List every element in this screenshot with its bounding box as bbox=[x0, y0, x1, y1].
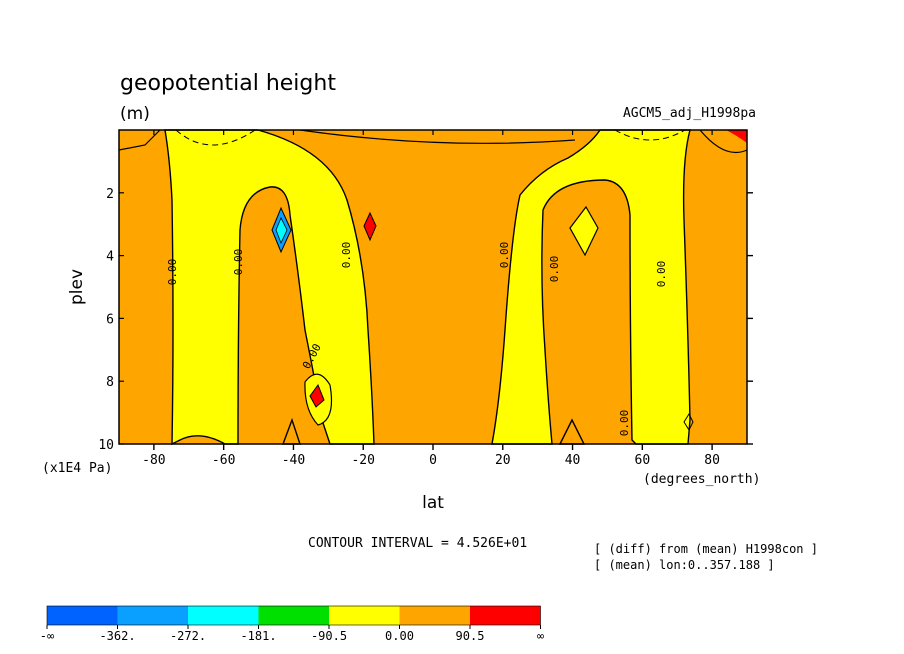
x-tick-label: -60 bbox=[212, 453, 235, 468]
colorbar-swatch bbox=[117, 606, 188, 625]
negative-core-45s bbox=[275, 217, 288, 245]
colorbar-swatch bbox=[258, 606, 329, 625]
x-tick-label: -20 bbox=[351, 453, 374, 468]
red-cell-top-right bbox=[726, 130, 747, 143]
x-tick-label: 20 bbox=[495, 453, 511, 468]
contour-label: 0.00 bbox=[498, 242, 511, 269]
y-tick-label: 4 bbox=[106, 250, 114, 265]
red-cell-35s bbox=[309, 383, 325, 408]
y-tick-label: 6 bbox=[106, 312, 114, 327]
contour-label: 0.00 bbox=[548, 256, 561, 283]
y-axis-unit: (x1E4 Pa) bbox=[42, 461, 112, 476]
colorbar-label: -362. bbox=[99, 629, 135, 643]
x-tick-label: -80 bbox=[142, 453, 165, 468]
colorbar: -∞ -362. -272. -181. -90.5 0.00 90.5 ∞ bbox=[40, 605, 544, 643]
plot-area: 0.00 0.00 0.00 0.00 0.00 0.00 0.00 0.00 bbox=[118, 129, 748, 446]
yellow-region-right bbox=[491, 129, 691, 445]
colorbar-label: 90.5 bbox=[456, 629, 485, 643]
colorbar-label: ∞ bbox=[537, 629, 544, 643]
colorbar-label: 0.00 bbox=[385, 629, 414, 643]
y-axis-label: plev bbox=[67, 269, 87, 305]
contour-label: 0.00 bbox=[340, 242, 353, 269]
x-tick-label: 40 bbox=[565, 453, 581, 468]
dataset-name: AGCM5_adj_H1998pa bbox=[623, 106, 756, 121]
x-tick-label: 80 bbox=[704, 453, 720, 468]
solid-contour-top-left-corner bbox=[118, 129, 161, 151]
x-tick-label: 0 bbox=[429, 453, 437, 468]
note-mean: [ (mean) lon:0..357.188 ] bbox=[594, 558, 775, 572]
yellow-blob-40n bbox=[569, 205, 599, 257]
colorbar-label: -90.5 bbox=[311, 629, 347, 643]
contour-fill-regions bbox=[118, 129, 748, 446]
x-axis-unit: (degrees_north) bbox=[643, 472, 760, 487]
colorbar-swatch bbox=[399, 606, 470, 625]
x-tick-label: 60 bbox=[635, 453, 651, 468]
colorbar-swatch bbox=[47, 606, 118, 625]
y-axis: 2 4 6 8 10 bbox=[98, 187, 753, 453]
chart-units: (m) bbox=[120, 104, 150, 124]
chart-title: geopotential height bbox=[120, 71, 336, 96]
colorbar-frame bbox=[46, 605, 541, 626]
contour-labels: 0.00 0.00 0.00 0.00 0.00 0.00 0.00 0.00 bbox=[166, 242, 668, 437]
contour-label: 0.00 bbox=[232, 249, 245, 276]
colorbar-swatch bbox=[329, 606, 400, 625]
x-tick-label: -40 bbox=[282, 453, 305, 468]
y-tick-label: 8 bbox=[106, 375, 114, 390]
contour-label: 0.00 bbox=[655, 261, 668, 288]
x-axis: -80 -60 -40 -20 0 20 40 60 80 bbox=[142, 130, 720, 468]
small-contour-70n bbox=[683, 412, 694, 432]
colorbar-swatch bbox=[188, 606, 259, 625]
contour-label: 0.00 bbox=[618, 410, 631, 437]
yellow-region-left bbox=[164, 129, 375, 446]
dashed-contour-top-left bbox=[175, 129, 256, 146]
y-tick-label: 10 bbox=[98, 438, 114, 453]
solid-contour-top-band bbox=[299, 129, 576, 144]
colorbar-label: -181. bbox=[240, 629, 276, 643]
contour-label: 0.00 bbox=[166, 259, 179, 286]
contour-interval: CONTOUR INTERVAL = 4.526E+01 bbox=[308, 536, 527, 551]
x-axis-label: lat bbox=[422, 493, 444, 513]
note-diff: [ (diff) from (mean) H1998con ] bbox=[594, 542, 818, 556]
solid-contour-top-right-corner bbox=[699, 129, 748, 154]
y-tick-label: 2 bbox=[106, 187, 114, 202]
colorbar-swatch bbox=[470, 606, 541, 625]
red-cell-20s bbox=[363, 211, 377, 242]
colorbar-label: -272. bbox=[170, 629, 206, 643]
colorbar-label: -∞ bbox=[40, 629, 54, 643]
